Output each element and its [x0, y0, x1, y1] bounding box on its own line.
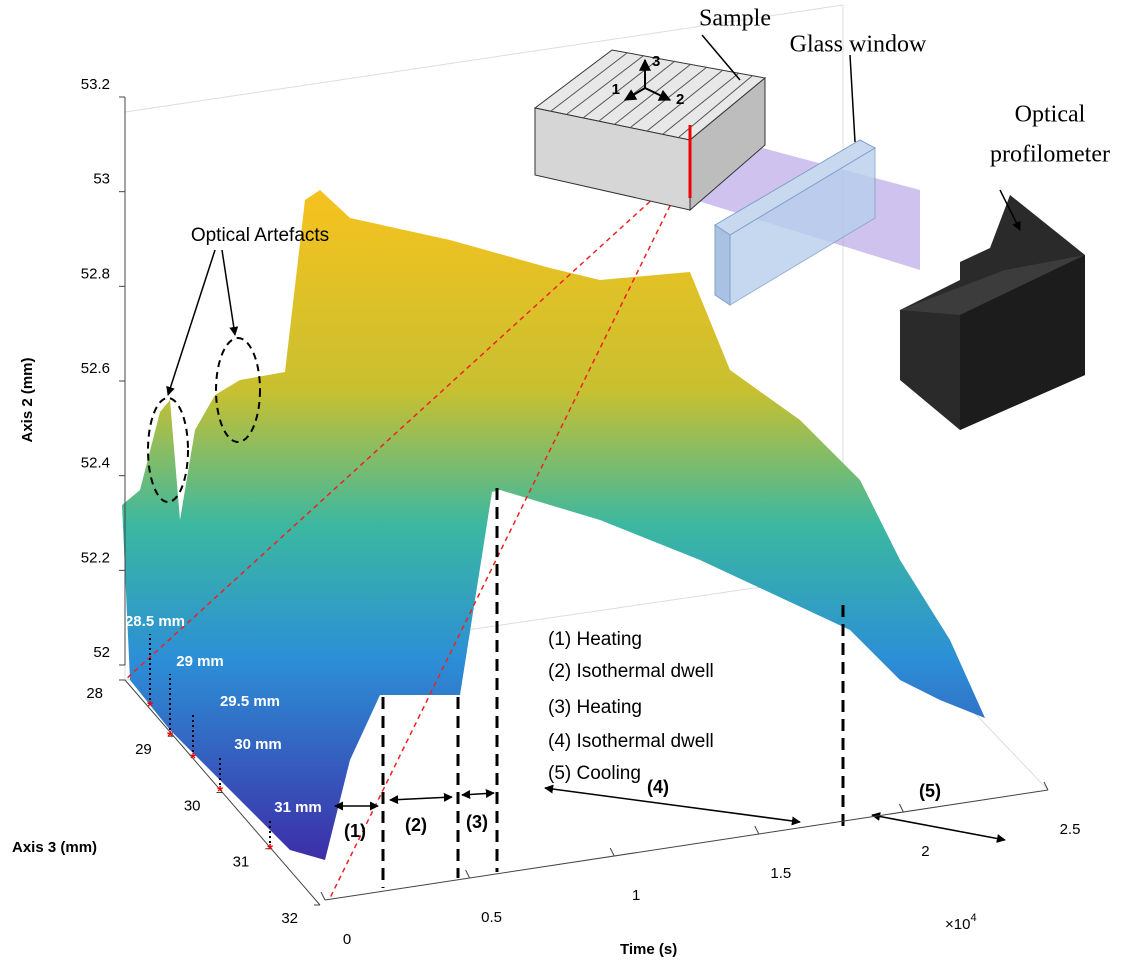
y-tick-label: 29	[135, 741, 152, 758]
annotation: Optical Artefacts	[191, 225, 329, 246]
position-label: 30 mm	[234, 736, 282, 753]
z-tick-label: 52.6	[81, 360, 110, 377]
diagram-label: profilometer	[990, 142, 1110, 168]
phase-arrows	[334, 784, 1006, 843]
phase-legend: (1) Heating (2) Isothermal dwell (3) Hea…	[548, 629, 714, 784]
legend-item: (5) Cooling	[548, 763, 641, 784]
phase-marker: (2)	[405, 815, 427, 835]
artefact-ring	[147, 397, 189, 503]
y-axis-label: Axis 3 (mm)	[12, 839, 97, 856]
position-label: 31 mm	[274, 799, 322, 816]
legend-item: (1) Heating	[548, 629, 642, 650]
x-tick-label: 2	[921, 843, 929, 860]
x-tick-label: 1.5	[770, 865, 791, 882]
position-star: *	[190, 750, 196, 767]
position-label: 29 mm	[176, 653, 224, 670]
arrow	[999, 189, 1021, 231]
z-tick-label: 52.8	[81, 265, 110, 282]
profilometer-block	[900, 195, 1085, 430]
position-star: *	[217, 783, 223, 800]
x-tick-label: 2.5	[1060, 821, 1081, 838]
surface	[122, 190, 985, 860]
x-tick-label: 1	[632, 887, 640, 904]
phase-marker: (1)	[344, 821, 366, 841]
axis-glyph: 3	[652, 53, 660, 70]
diagram-label: Optical	[1015, 102, 1086, 128]
axis-glyph: 1	[612, 81, 620, 98]
beam-line	[329, 164, 691, 899]
glass-window	[714, 139, 877, 306]
x-tick	[1043, 781, 1049, 791]
x-multiplier: ×104	[945, 912, 977, 933]
phase-marker: (5)	[919, 781, 941, 801]
y-tick-label: 31	[233, 854, 250, 871]
x-tick	[754, 825, 760, 835]
z-tick-label: 53	[93, 171, 110, 188]
phase-marker: (4)	[647, 777, 669, 797]
legend-item: (4) Isothermal dwell	[548, 731, 714, 752]
x-tick-label: 0	[343, 931, 351, 948]
z-axis-label: Axis 2 (mm)	[19, 357, 36, 442]
y-tick-label: 30	[184, 797, 201, 814]
phase-boundaries	[381, 488, 845, 888]
x-axis	[324, 789, 1049, 901]
arrow	[221, 249, 239, 336]
position-star: *	[147, 698, 153, 715]
y-tick-label: 32	[281, 910, 298, 927]
z-tick-label: 52.4	[81, 455, 110, 472]
legend-item: (3) Heating	[548, 697, 642, 718]
x-tick	[898, 803, 904, 813]
arrow	[166, 249, 216, 396]
multiplier-base: ×10	[945, 916, 970, 933]
diagram-label: Glass window	[790, 32, 927, 58]
position-star: *	[267, 841, 273, 858]
legend-item: (2) Isothermal dwell	[548, 661, 714, 682]
x-tick	[465, 869, 471, 879]
position-label: 28.5 mm	[125, 613, 185, 630]
x-tick	[609, 847, 615, 857]
diagram-label: Sample	[699, 6, 771, 32]
x-tick-label: 0.5	[481, 909, 502, 926]
y-tick-label: 28	[86, 685, 103, 702]
axis-glyph: 2	[676, 91, 684, 108]
multiplier-exponent: 4	[970, 912, 976, 924]
beam-line	[124, 164, 691, 681]
phase-marker: (3)	[466, 812, 488, 832]
x-tick	[320, 891, 326, 901]
leader	[701, 34, 741, 81]
z-tick-label: 52	[93, 644, 110, 661]
position-star: *	[167, 728, 173, 745]
leader	[849, 54, 856, 143]
x-axis-label: Time (s)	[620, 941, 677, 958]
z-tick-label: 53.2	[81, 76, 110, 93]
position-label: 29.5 mm	[220, 693, 280, 710]
sample-block	[533, 49, 767, 212]
artefact-ring	[215, 337, 261, 443]
z-tick-label: 52.2	[81, 549, 110, 566]
